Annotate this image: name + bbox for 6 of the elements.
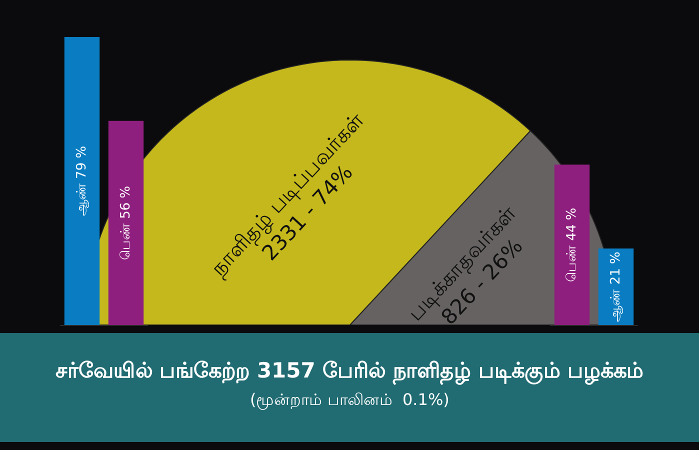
data-label: ஆண் 79 % <box>74 146 90 216</box>
data-label: ஆண் 21 % <box>608 252 624 322</box>
data-label: பெண் 44 % <box>564 208 580 282</box>
text: (மூன்றாம் பாலினம் 0.1%) <box>250 390 450 410</box>
text: சர்வேயில் பங்கேற்ற 3157 பேரில் நாளிதழ் படிக்கும் பழக்கம் <box>55 358 644 386</box>
data-label: பெண் 56 % <box>118 186 134 260</box>
